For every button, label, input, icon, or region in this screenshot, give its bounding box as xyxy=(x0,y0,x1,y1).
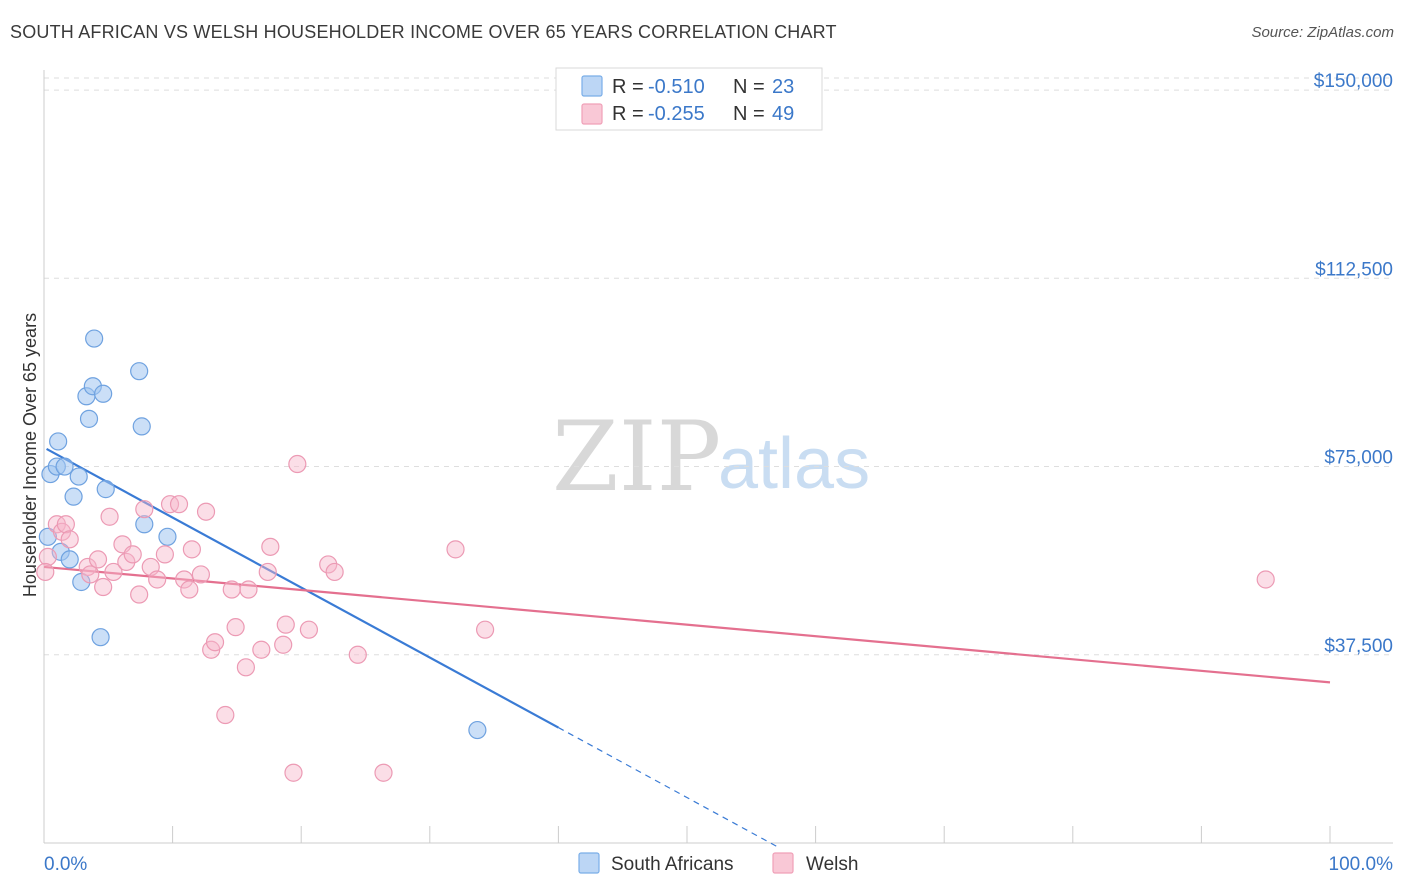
gridlines xyxy=(44,77,1393,656)
data-point xyxy=(288,454,307,474)
trend-line-extension xyxy=(558,727,778,848)
trend-line xyxy=(43,565,1331,684)
data-point xyxy=(94,384,113,403)
watermark-zip: ZIP xyxy=(552,401,721,513)
data-point xyxy=(236,658,256,677)
y-tick-label: $150,000 xyxy=(1314,71,1393,92)
data-point xyxy=(55,457,74,476)
data-point xyxy=(94,577,113,597)
data-point xyxy=(60,530,79,549)
data-point xyxy=(475,620,495,639)
data-point xyxy=(130,585,149,604)
data-points xyxy=(36,329,1275,782)
legend-r-label-2: R = xyxy=(612,103,644,125)
data-point xyxy=(169,495,189,514)
legend: R = -0.510 N = 23 R = -0.255 N = 49 xyxy=(555,67,823,131)
axes xyxy=(43,70,1393,844)
data-point xyxy=(85,329,104,348)
data-point xyxy=(299,620,319,639)
data-point xyxy=(88,550,108,569)
legend-n-value-2: 49 xyxy=(772,103,794,125)
data-point xyxy=(130,362,149,381)
data-point xyxy=(69,467,88,486)
data-point xyxy=(96,480,115,499)
data-point xyxy=(468,720,487,740)
data-point xyxy=(38,547,57,566)
data-point xyxy=(123,545,142,564)
data-point xyxy=(446,540,465,559)
data-point xyxy=(222,580,241,599)
data-point xyxy=(182,540,201,559)
data-point xyxy=(148,570,167,589)
data-point xyxy=(56,515,75,534)
data-point xyxy=(252,640,271,659)
data-point xyxy=(91,628,110,647)
data-point xyxy=(180,580,199,599)
trend-lines xyxy=(43,448,1331,848)
data-point xyxy=(104,562,123,582)
bottom-legend-swatch-welsh xyxy=(772,852,794,874)
data-point xyxy=(205,633,225,652)
bottom-legend: South Africans Welsh xyxy=(578,852,858,875)
data-point xyxy=(79,409,99,428)
legend-swatch-welsh xyxy=(581,103,603,125)
x-tick-label-max: 100.0% xyxy=(1329,854,1394,875)
bottom-legend-south-africans: South Africans xyxy=(611,854,734,875)
data-point xyxy=(36,562,55,582)
watermark-atlas: atlas xyxy=(718,424,870,504)
data-point xyxy=(132,417,151,436)
x-tick-label-min: 0.0% xyxy=(44,854,87,875)
y-tick-label: $112,500 xyxy=(1315,259,1393,280)
legend-swatch-south-africans xyxy=(581,75,603,97)
data-point xyxy=(261,537,280,556)
chart-source: Source: ZipAtlas.com xyxy=(1251,24,1394,41)
data-point xyxy=(135,500,154,519)
y-tick-label: $37,500 xyxy=(1324,636,1393,657)
y-tick-label: $75,000 xyxy=(1324,448,1393,469)
data-point xyxy=(276,615,295,634)
y-tick-labels: $150,000 $112,500 $75,000 $37,500 xyxy=(1314,71,1393,657)
data-point xyxy=(284,763,303,782)
data-point xyxy=(38,527,57,546)
data-point xyxy=(117,552,136,572)
data-point xyxy=(374,763,393,782)
data-point xyxy=(60,550,79,569)
data-point xyxy=(158,527,177,546)
data-point xyxy=(319,555,338,574)
legend-n-label-1: N = xyxy=(733,76,765,98)
data-point xyxy=(216,705,235,725)
data-point xyxy=(175,570,194,589)
data-point xyxy=(196,502,216,521)
chart-title: SOUTH AFRICAN VS WELSH HOUSEHOLDER INCOM… xyxy=(10,22,837,42)
bottom-legend-swatch-south-africans xyxy=(578,852,600,874)
data-point xyxy=(100,507,119,526)
legend-n-label-2: N = xyxy=(733,103,765,125)
data-point xyxy=(325,562,344,582)
data-point xyxy=(274,635,293,654)
data-point xyxy=(348,645,367,664)
legend-r-value-2: -0.255 xyxy=(648,103,705,125)
data-point xyxy=(81,565,100,584)
legend-n-value-1: 23 xyxy=(772,76,794,98)
legend-r-value-1: -0.510 xyxy=(648,76,705,98)
data-point xyxy=(135,515,154,534)
data-point xyxy=(1256,570,1275,589)
trend-line xyxy=(46,448,559,729)
legend-r-label-1: R = xyxy=(612,76,644,98)
data-point xyxy=(49,432,68,451)
data-point xyxy=(258,562,277,582)
y-axis-label: Householder Income Over 65 years xyxy=(20,313,40,597)
bottom-legend-welsh: Welsh xyxy=(806,854,858,875)
data-point xyxy=(239,580,258,599)
data-point xyxy=(191,565,210,584)
data-point xyxy=(226,618,245,637)
data-point xyxy=(64,487,83,506)
data-point xyxy=(155,545,174,564)
